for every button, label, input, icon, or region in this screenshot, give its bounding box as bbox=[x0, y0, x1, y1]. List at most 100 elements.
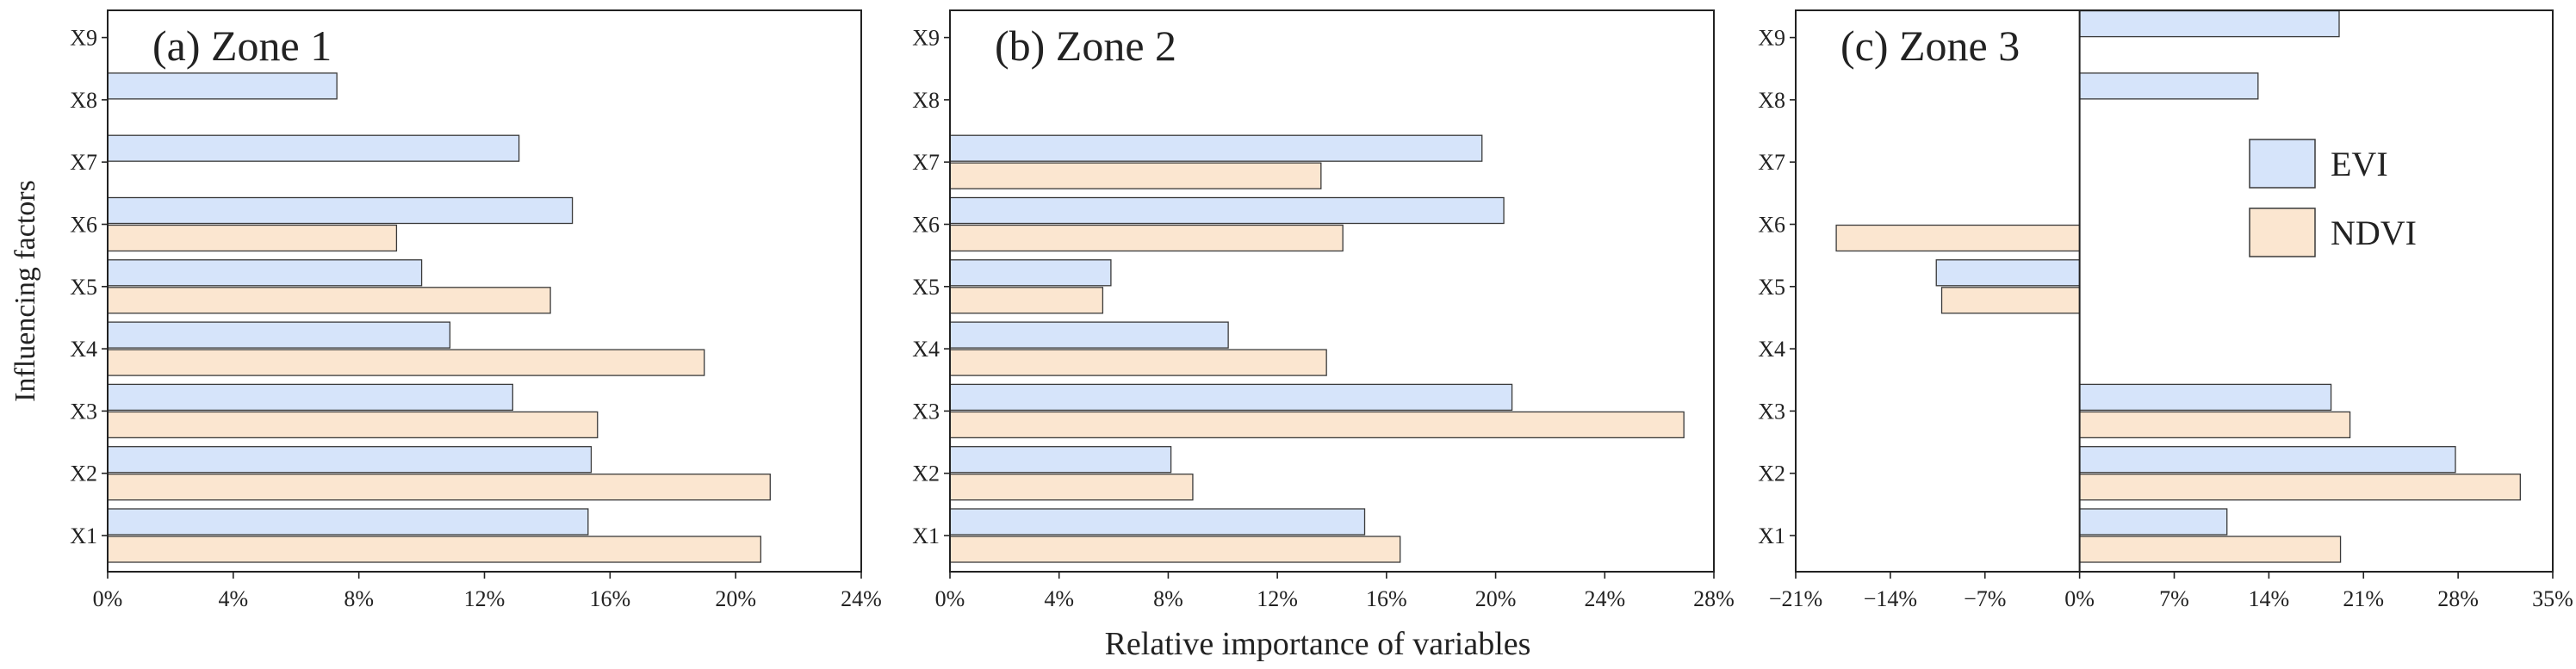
x-tick-label: 4% bbox=[218, 586, 248, 611]
x-tick-label: 14% bbox=[2249, 586, 2290, 611]
x-tick-label: 35% bbox=[2532, 586, 2573, 611]
bar-evi-x3 bbox=[2078, 383, 2332, 412]
bar-ndvi-x1 bbox=[107, 536, 761, 563]
legend-swatch-ndvi bbox=[2249, 208, 2316, 257]
legend-label-ndvi: NDVI bbox=[2331, 214, 2417, 252]
panel-title: (b) Zone 2 bbox=[995, 22, 1176, 70]
bar-evi-x4 bbox=[107, 321, 451, 349]
plot-frame bbox=[949, 9, 1715, 573]
bar-ndvi-x2 bbox=[949, 474, 1194, 501]
y-tick-label: X6 bbox=[70, 213, 97, 238]
bar-ndvi-x3 bbox=[949, 411, 1685, 439]
x-tick-label: 16% bbox=[589, 586, 630, 611]
bar-evi-x1 bbox=[2078, 508, 2228, 536]
x-tick-label: −7% bbox=[1964, 586, 2006, 611]
panel-2: X1 X2 X3 X4 X5 X6 X7 X8 X9 0% 4% 8% 12% 16% 20% 24% 28% (… bbox=[912, 9, 1735, 611]
y-tick-label: X8 bbox=[1758, 88, 1785, 113]
y-tick-label: X3 bbox=[70, 399, 97, 424]
legend-label-evi: EVI bbox=[2331, 145, 2388, 183]
panel-title: (a) Zone 1 bbox=[152, 22, 332, 70]
y-tick-label: X5 bbox=[912, 275, 940, 300]
y-tick-label: X4 bbox=[912, 337, 940, 362]
y-tick-label: X7 bbox=[70, 150, 97, 175]
panel-1: X1 X2 X3 X4 X5 X6 X7 X8 X9 0% 4% 8% 12% 16% 20% 24% (a) … bbox=[70, 9, 882, 611]
x-tick-label: 8% bbox=[344, 586, 374, 611]
bar-ndvi-x5 bbox=[107, 287, 551, 314]
bar-ndvi-x7 bbox=[949, 162, 1322, 189]
y-tick-label: X4 bbox=[1758, 337, 1785, 362]
bar-evi-x1 bbox=[107, 508, 589, 536]
x-tick-label: −21% bbox=[1769, 586, 1822, 611]
x-tick-label: 8% bbox=[1153, 586, 1183, 611]
bar-ndvi-x4 bbox=[107, 349, 705, 376]
x-tick-label: 0% bbox=[935, 586, 965, 611]
y-tick-label: X1 bbox=[1758, 523, 1785, 548]
bar-ndvi-x6 bbox=[107, 224, 398, 252]
bar-evi-x2 bbox=[949, 446, 1172, 474]
y-tick-label: X9 bbox=[70, 26, 97, 51]
bar-evi-x8 bbox=[2078, 72, 2259, 100]
y-axis-label: Influencing factors bbox=[9, 180, 41, 402]
bar-evi-x7 bbox=[107, 134, 520, 162]
y-tick-label: X2 bbox=[912, 461, 940, 486]
legend-swatch-evi bbox=[2249, 139, 2316, 189]
bar-evi-x6 bbox=[949, 196, 1505, 225]
y-tick-label: X4 bbox=[70, 337, 97, 362]
bar-ndvi-x1 bbox=[949, 536, 1401, 563]
y-tick-label: X2 bbox=[70, 461, 97, 486]
bar-ndvi-x1 bbox=[2078, 536, 2342, 563]
x-tick-label: 12% bbox=[1257, 586, 1298, 611]
bar-ndvi-x2 bbox=[107, 474, 771, 501]
bar-evi-x2 bbox=[107, 446, 593, 474]
x-tick-label: 0% bbox=[2064, 586, 2095, 611]
bar-evi-x6 bbox=[107, 196, 574, 225]
y-tick-label: X1 bbox=[912, 523, 940, 548]
bar-evi-x1 bbox=[949, 508, 1366, 536]
x-tick-label: 24% bbox=[1584, 586, 1625, 611]
x-tick-label: 24% bbox=[841, 586, 882, 611]
bar-ndvi-x4 bbox=[949, 349, 1327, 376]
x-tick-label: 12% bbox=[464, 586, 506, 611]
y-tick-label: X7 bbox=[1758, 150, 1785, 175]
y-tick-label: X3 bbox=[912, 399, 940, 424]
y-tick-label: X5 bbox=[70, 275, 97, 300]
bar-ndvi-x3 bbox=[107, 411, 599, 439]
bar-ndvi-x5 bbox=[1940, 287, 2081, 314]
bar-ndvi-x6 bbox=[1835, 224, 2081, 252]
bar-evi-x5 bbox=[1935, 259, 2081, 287]
legend: EVI NDVI bbox=[2249, 139, 2417, 257]
bar-evi-x7 bbox=[949, 134, 1483, 162]
y-tick-label: X1 bbox=[70, 523, 97, 548]
x-tick-label: 28% bbox=[1693, 586, 1735, 611]
y-tick-label: X9 bbox=[912, 26, 940, 51]
x-tick-label: 21% bbox=[2343, 586, 2384, 611]
x-axis-label: Relative importance of variables bbox=[1105, 626, 1531, 662]
bar-evi-x4 bbox=[949, 321, 1229, 349]
x-tick-label: −14% bbox=[1864, 586, 1917, 611]
bar-evi-x5 bbox=[949, 259, 1112, 287]
bar-evi-x2 bbox=[2078, 446, 2456, 474]
bar-ndvi-x5 bbox=[949, 287, 1104, 314]
x-tick-label: 20% bbox=[715, 586, 756, 611]
y-tick-label: X8 bbox=[70, 88, 97, 113]
bar-evi-x5 bbox=[107, 259, 423, 287]
bar-evi-x8 bbox=[107, 72, 338, 100]
x-tick-label: 0% bbox=[93, 586, 123, 611]
y-tick-label: X6 bbox=[912, 213, 940, 238]
bar-ndvi-x6 bbox=[949, 224, 1344, 252]
x-tick-label: 7% bbox=[2159, 586, 2189, 611]
bar-evi-x3 bbox=[949, 383, 1513, 412]
bar-ndvi-x3 bbox=[2078, 411, 2351, 439]
y-tick-label: X7 bbox=[912, 150, 940, 175]
panel-title: (c) Zone 3 bbox=[1840, 22, 2020, 70]
x-tick-label: 28% bbox=[2437, 586, 2479, 611]
x-tick-label: 4% bbox=[1044, 586, 1074, 611]
y-tick-label: X9 bbox=[1758, 26, 1785, 51]
y-tick-label: X2 bbox=[1758, 461, 1785, 486]
panel-3: X1 X2 X3 X4 X5 X6 X7 X8 X9 −21% −14% −7% 0% 7% 14% 21% 2… bbox=[1758, 9, 2573, 611]
y-tick-label: X8 bbox=[912, 88, 940, 113]
y-tick-label: X3 bbox=[1758, 399, 1785, 424]
bar-ndvi-x2 bbox=[2078, 474, 2521, 501]
y-tick-label: X5 bbox=[1758, 275, 1785, 300]
